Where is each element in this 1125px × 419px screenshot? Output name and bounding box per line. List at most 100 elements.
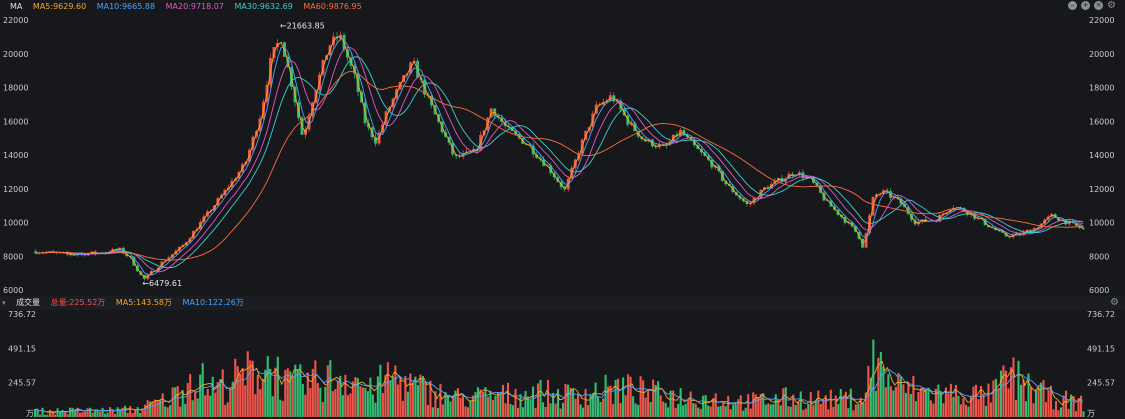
volume-bar (987, 383, 990, 417)
y-tick-label-left: 12000 (3, 185, 28, 194)
plus-icon[interactable]: + (1081, 1, 1090, 10)
volume-bar (169, 405, 172, 417)
volume-gear-icon[interactable]: ⚙ (1110, 297, 1119, 308)
volume-bar (967, 406, 970, 417)
volume-bar (444, 392, 447, 417)
volume-bar (704, 395, 707, 417)
volume-bar (434, 391, 437, 417)
volume-bar (239, 373, 242, 417)
volume-bar (869, 377, 872, 417)
volume-bar (111, 409, 114, 417)
volume-bar (541, 402, 545, 417)
volume-bar (216, 382, 219, 417)
volume-bar (939, 391, 942, 417)
volume-bar (519, 394, 522, 417)
volume-bar (597, 396, 600, 417)
y-tick-label-right: 6000 (1089, 286, 1109, 295)
volume-bar (649, 402, 652, 417)
volume-bar (937, 384, 940, 417)
volume-bar (607, 386, 610, 417)
volume-bar (1017, 360, 1020, 417)
volume-bar (887, 374, 890, 417)
volume-bar (221, 369, 224, 417)
volume-bar (366, 391, 369, 417)
volume-bar (807, 403, 810, 417)
unit-label-left: 万 (26, 409, 34, 418)
close-icon[interactable]: × (1094, 1, 1103, 10)
candle-body (34, 251, 38, 254)
volume-bar (859, 397, 862, 417)
volume-bar (124, 405, 127, 417)
volume-bar (1052, 409, 1055, 417)
volume-bar (699, 409, 702, 417)
gear-icon[interactable]: ⚙ (1107, 0, 1116, 11)
volume-bar (219, 379, 222, 417)
volume-bar (654, 384, 657, 417)
volume-bar (159, 400, 162, 417)
volume-bar (426, 405, 429, 417)
volume-chart: 245.57 245.57 491.15 491.15 736.72 736.72 万 万 (8, 310, 1115, 418)
volume-bar (862, 403, 865, 417)
volume-bar (627, 374, 630, 417)
volume-bar (394, 365, 397, 417)
volume-bar (719, 406, 722, 417)
volume-bar (549, 403, 552, 417)
volume-bar (411, 382, 414, 417)
volume-bar (226, 402, 229, 417)
volume-tick-label-left: 491.15 (8, 344, 36, 353)
volume-bar (902, 384, 905, 417)
volume-bar (644, 397, 647, 417)
volume-bar (414, 376, 417, 417)
volume-bar (309, 388, 312, 417)
volume-bar (406, 391, 409, 417)
volume-bar (609, 385, 612, 417)
volume-bar (1079, 395, 1083, 417)
volume-bar (687, 399, 690, 417)
ma60-value: MA60:9876.95 (303, 2, 362, 11)
volume-bar (176, 386, 179, 417)
volume-bar (326, 365, 329, 417)
volume-bar (769, 404, 772, 417)
volume-bar (622, 377, 625, 417)
y-tick-label-right: 8000 (1089, 252, 1109, 261)
volume-bar (249, 360, 252, 417)
volume-bar (632, 396, 635, 417)
volume-bar (154, 399, 157, 417)
volume-bar (857, 403, 860, 417)
volume-bar (767, 403, 770, 417)
volume-bar (276, 356, 279, 417)
volume-bar (914, 401, 917, 417)
volume-bar (772, 404, 775, 417)
volume-bar (1037, 385, 1040, 417)
volume-bar (229, 388, 232, 417)
volume-bar (872, 339, 875, 417)
volume-bar (582, 407, 585, 417)
volume-bar (129, 406, 132, 417)
volume-bar (972, 386, 975, 417)
volume-bar (431, 407, 434, 417)
volume-bar (206, 388, 209, 417)
volume-bar (499, 393, 502, 417)
volume-bar (929, 400, 932, 417)
volume-bar (241, 367, 244, 417)
volume-bar (927, 387, 930, 417)
volume-bar (376, 376, 379, 417)
volume-bar (371, 394, 374, 417)
volume-bar (692, 403, 695, 417)
volume-bar (279, 399, 282, 417)
minus-icon[interactable]: – (1068, 1, 1077, 10)
volume-bar (164, 406, 167, 417)
volume-bar (564, 383, 567, 417)
volume-bar (782, 388, 785, 417)
volume-bar (86, 408, 89, 417)
volume-bar (416, 385, 419, 417)
volume-bar (321, 401, 324, 417)
volume-bar (94, 410, 97, 417)
volume-bar (424, 381, 427, 417)
volume-bar (982, 393, 985, 417)
volume-bar (837, 403, 840, 417)
volume-bar (1012, 357, 1015, 417)
collapse-chevron-icon[interactable]: ▾ (2, 299, 6, 307)
volume-bar (311, 368, 314, 417)
